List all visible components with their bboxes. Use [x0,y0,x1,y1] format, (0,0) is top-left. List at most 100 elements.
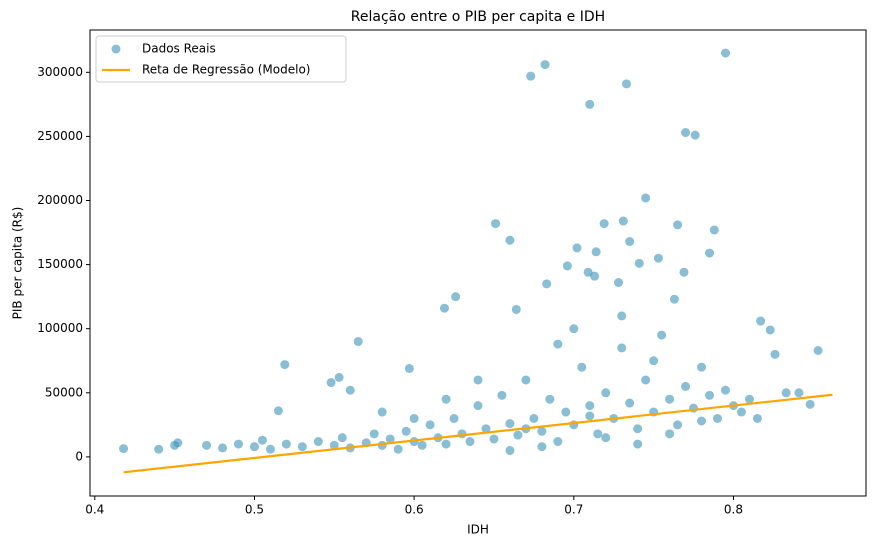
data-point [542,279,552,289]
data-point [572,243,582,253]
data-point [593,429,603,439]
data-point [617,343,627,353]
data-point [673,420,683,430]
plot-area [90,30,866,496]
legend-label: Dados Reais [142,42,216,56]
data-point [657,330,667,340]
data-point [257,435,267,445]
x-tick-label: 0.4 [85,503,104,517]
data-point [449,413,459,423]
data-point [653,253,663,263]
y-tick-label: 0 [75,449,83,463]
data-point [369,429,379,439]
data-point [720,385,730,395]
data-point [633,424,643,434]
data-point [497,390,507,400]
data-point [337,433,347,443]
data-point [119,444,129,454]
plot-frame [89,29,867,497]
data-point [441,394,451,404]
data-point [491,219,501,229]
data-point [481,424,491,434]
data-point [154,444,164,454]
data-point [562,261,572,271]
data-point [618,216,628,226]
data-point [441,439,451,449]
regression-line [123,393,833,474]
data-point [634,258,644,268]
data-point [505,445,515,455]
data-point [489,434,499,444]
data-point [585,99,595,109]
data-point [681,128,691,138]
data-point [334,372,344,382]
x-tick-label: 0.6 [405,503,424,517]
data-point [690,130,700,140]
data-point [805,399,815,409]
data-point [385,434,395,444]
y-tick-label: 150000 [37,257,83,271]
y-tick-label: 250000 [37,129,83,143]
data-point [794,388,804,398]
data-point [425,420,435,430]
data-point [614,278,624,288]
data-point [813,345,823,355]
data-point [537,442,547,452]
data-point [673,220,683,230]
data-point [439,303,449,313]
data-point [401,426,411,436]
data-point [313,437,323,447]
data-point [526,71,536,81]
data-point [393,444,403,454]
data-point [736,407,746,417]
data-point [377,407,387,417]
data-point [521,375,531,385]
data-point [601,433,611,443]
data-point [720,48,730,58]
data-point [505,419,515,429]
data-point [173,438,183,448]
data-point [553,437,563,447]
data-point [679,267,689,277]
data-point [744,394,754,404]
data-point [599,219,609,229]
data-point [280,360,290,370]
x-tick-label: 0.7 [564,503,583,517]
data-point [505,235,515,245]
data-point [561,407,571,417]
y-tick-label: 100000 [37,321,83,335]
data-point [697,362,707,372]
data-point [265,444,275,454]
data-point [765,325,775,335]
data-point [641,375,651,385]
data-point [297,442,307,452]
data-point [591,247,601,257]
data-point [281,439,291,449]
data-point [540,60,550,70]
data-point [473,401,483,411]
data-point [202,440,212,450]
data-point [353,337,363,347]
data-point [649,356,659,366]
data-point [697,416,707,426]
data-point [465,437,475,447]
y-axis-label: PIB per capita (R$) [11,207,25,320]
data-point [273,406,283,416]
legend-marker [111,44,121,54]
data-point [218,443,228,453]
data-point [409,413,419,423]
data-point [625,237,635,247]
data-point [665,429,675,439]
data-point [617,311,627,321]
data-point [553,339,563,349]
y-tick-label: 300000 [37,65,83,79]
data-point [585,411,595,421]
data-point [633,439,643,449]
data-point [665,394,675,404]
data-point [621,79,631,89]
data-point [601,388,611,398]
x-tick-label: 0.8 [724,503,743,517]
y-tick-label: 200000 [37,193,83,207]
data-point [577,362,587,372]
